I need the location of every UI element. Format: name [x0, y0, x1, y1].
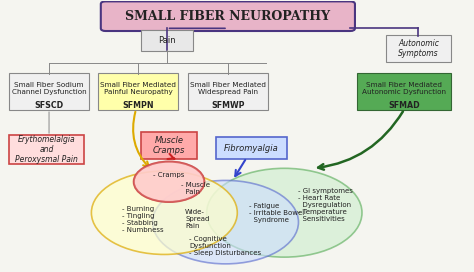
Text: Autonomic
Symptoms: Autonomic Symptoms — [398, 39, 439, 58]
Text: - Burning
- Tingling
- Stabbing
- Numbness: - Burning - Tingling - Stabbing - Numbne… — [122, 206, 164, 233]
FancyBboxPatch shape — [141, 132, 197, 159]
FancyBboxPatch shape — [188, 73, 268, 110]
Text: Fibromyalgia: Fibromyalgia — [224, 144, 279, 153]
FancyBboxPatch shape — [9, 135, 84, 164]
Text: Erythomelalgia
and
Peroxysmal Pain: Erythomelalgia and Peroxysmal Pain — [15, 135, 78, 164]
Text: SFSCD: SFSCD — [35, 101, 64, 110]
FancyBboxPatch shape — [101, 1, 355, 31]
Text: Pain: Pain — [158, 36, 175, 45]
FancyBboxPatch shape — [99, 73, 178, 110]
FancyBboxPatch shape — [9, 73, 89, 110]
Text: Small Fiber Mediated
Painful Neuropathy: Small Fiber Mediated Painful Neuropathy — [100, 82, 176, 95]
FancyBboxPatch shape — [216, 137, 287, 159]
Circle shape — [134, 162, 204, 202]
Text: Small Fiber Sodium
Channel Dysfunction: Small Fiber Sodium Channel Dysfunction — [12, 82, 86, 95]
FancyBboxPatch shape — [141, 30, 192, 51]
Circle shape — [91, 171, 237, 255]
Text: Wide-
Spread
Pain: Wide- Spread Pain — [185, 209, 210, 230]
Text: Small Fiber Mediated
Widespread Pain: Small Fiber Mediated Widespread Pain — [190, 82, 266, 95]
Text: SMALL FIBER NEUROPATHY: SMALL FIBER NEUROPATHY — [125, 10, 330, 23]
Text: - Cramps: - Cramps — [154, 172, 185, 178]
Circle shape — [153, 180, 299, 264]
Text: - Muscle
  Pain: - Muscle Pain — [181, 182, 210, 195]
Text: SFMAD: SFMAD — [389, 101, 420, 110]
Text: SFMWP: SFMWP — [211, 101, 245, 110]
Circle shape — [134, 162, 204, 202]
Text: - Fatigue
- Irritable Bowel
  Syndrome: - Fatigue - Irritable Bowel Syndrome — [249, 203, 304, 223]
Circle shape — [207, 168, 362, 257]
Text: - Cognitive
Dysfunction
- Sleep Disturbances: - Cognitive Dysfunction - Sleep Disturba… — [190, 236, 262, 256]
Text: - GI symptomes
- Heart Rate
  Dysregulation
- Temperature
  Sensitivities: - GI symptomes - Heart Rate Dysregulatio… — [299, 188, 353, 222]
Text: SFMPN: SFMPN — [123, 101, 154, 110]
FancyBboxPatch shape — [357, 73, 451, 110]
Text: Muscle
Cramps: Muscle Cramps — [153, 136, 185, 155]
FancyBboxPatch shape — [385, 35, 451, 62]
Text: Small Fiber Mediated
Autonomic Dysfunction: Small Fiber Mediated Autonomic Dysfuncti… — [362, 82, 447, 95]
